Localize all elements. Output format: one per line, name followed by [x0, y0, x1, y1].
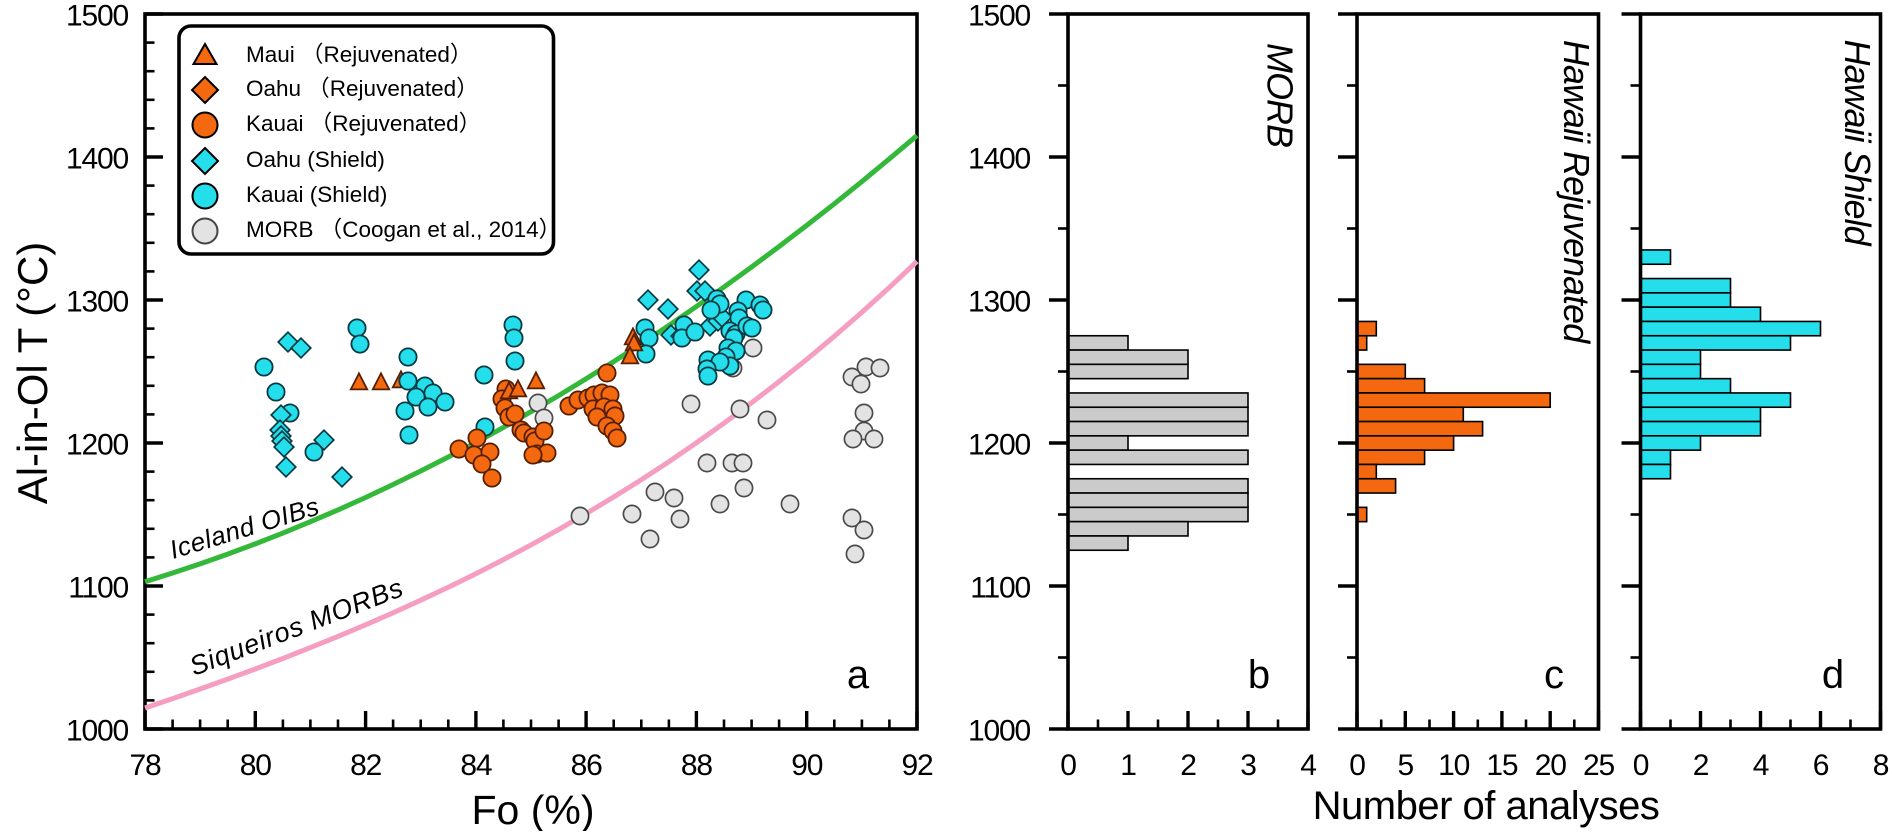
- svg-text:20: 20: [1535, 749, 1566, 782]
- svg-text:Al-in-Ol T (°C): Al-in-Ol T (°C): [9, 242, 56, 505]
- svg-text:1100: 1100: [970, 572, 1030, 605]
- svg-text:c: c: [1544, 653, 1564, 697]
- svg-text:1100: 1100: [68, 572, 128, 605]
- svg-text:15: 15: [1486, 749, 1517, 782]
- svg-text:1300: 1300: [66, 286, 128, 319]
- svg-text:84: 84: [460, 749, 491, 782]
- svg-text:0: 0: [1633, 749, 1649, 782]
- svg-text:1000: 1000: [968, 715, 1030, 748]
- svg-text:2: 2: [1693, 749, 1709, 782]
- svg-text:1: 1: [1120, 749, 1136, 782]
- svg-text:MORB （Coogan et al., 2014）: MORB （Coogan et al., 2014）: [246, 217, 561, 242]
- svg-text:78: 78: [130, 749, 161, 782]
- svg-text:80: 80: [240, 749, 271, 782]
- svg-text:Kauai (Shield): Kauai (Shield): [246, 182, 387, 207]
- svg-text:1300: 1300: [968, 286, 1030, 319]
- svg-text:0: 0: [1060, 749, 1076, 782]
- svg-text:MORB: MORB: [1260, 43, 1301, 147]
- svg-text:Oahu （Rejuvenated）: Oahu （Rejuvenated）: [246, 76, 479, 101]
- svg-text:1500: 1500: [968, 0, 1030, 33]
- svg-text:d: d: [1822, 653, 1844, 697]
- svg-text:6: 6: [1813, 749, 1829, 782]
- svg-text:25: 25: [1583, 749, 1614, 782]
- svg-text:2: 2: [1180, 749, 1196, 782]
- svg-text:a: a: [847, 653, 870, 697]
- svg-text:90: 90: [791, 749, 822, 782]
- svg-text:b: b: [1248, 653, 1270, 697]
- svg-text:Kauai （Rejuvenated）: Kauai （Rejuvenated）: [246, 111, 481, 136]
- svg-text:Hawaii Shield: Hawaii Shield: [1837, 39, 1878, 246]
- svg-text:Fo (%): Fo (%): [472, 787, 595, 831]
- svg-text:Oahu (Shield): Oahu (Shield): [246, 147, 385, 172]
- svg-text:5: 5: [1398, 749, 1414, 782]
- svg-text:1400: 1400: [968, 143, 1030, 176]
- svg-text:Maui （Rejuvenated）: Maui （Rejuvenated）: [246, 42, 472, 67]
- svg-text:82: 82: [350, 749, 381, 782]
- svg-text:88: 88: [681, 749, 712, 782]
- svg-text:4: 4: [1300, 749, 1316, 782]
- svg-text:Number of analyses: Number of analyses: [1313, 784, 1660, 828]
- svg-text:4: 4: [1753, 749, 1769, 782]
- svg-text:3: 3: [1240, 749, 1256, 782]
- svg-text:Hawaii Rejuvenated: Hawaii Rejuvenated: [1556, 40, 1597, 344]
- svg-text:10: 10: [1438, 749, 1469, 782]
- svg-text:8: 8: [1873, 749, 1889, 782]
- svg-text:1000: 1000: [66, 715, 128, 748]
- svg-text:1500: 1500: [66, 0, 128, 33]
- svg-text:0: 0: [1349, 749, 1365, 782]
- svg-text:92: 92: [902, 749, 933, 782]
- svg-text:1200: 1200: [968, 429, 1030, 462]
- svg-text:86: 86: [571, 749, 602, 782]
- svg-text:1400: 1400: [66, 143, 128, 176]
- svg-text:1200: 1200: [66, 429, 128, 462]
